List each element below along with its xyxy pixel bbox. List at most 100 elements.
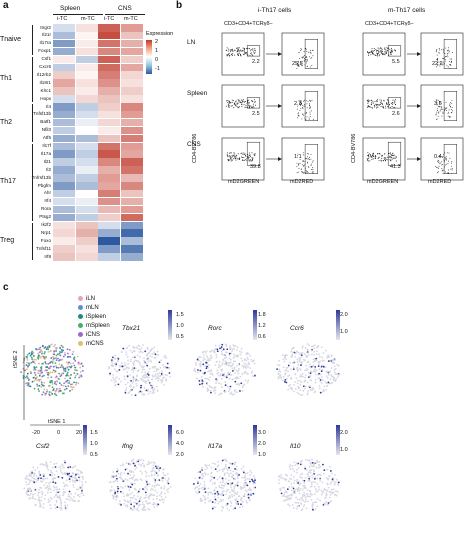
flow-event-dot [230, 51, 232, 53]
tsne-cell-dot [147, 392, 150, 395]
tsne-cell-dot [286, 377, 288, 380]
flow-event-dot [238, 158, 240, 160]
flow-plot-frame [420, 84, 464, 128]
flow-event-dot [366, 159, 368, 161]
tsne-cell-dot [245, 363, 248, 366]
flow-event-dot [439, 162, 441, 164]
heatmap-cell [53, 110, 76, 119]
tsne-cell-dot [145, 389, 148, 392]
tsne-cell-dot [156, 350, 159, 353]
tsne-cell-dot [307, 360, 310, 363]
tsne-cell-dot [225, 467, 228, 470]
tsne-cell-dot [301, 373, 304, 375]
tsne-cell-dot [235, 391, 238, 394]
flow-event-dot [368, 52, 370, 54]
tsne-cell-dot [153, 346, 156, 349]
flow-event-dot [296, 172, 298, 174]
flow-event-dot [439, 101, 440, 102]
tsne-cell-dot [49, 461, 52, 463]
tsne-cell-dot [295, 471, 298, 474]
flow-event-dot [247, 54, 249, 56]
tsne-cell-dot [304, 379, 306, 382]
tsne-cell-dot [69, 356, 72, 358]
tsne-cell-dot [227, 488, 229, 491]
flow-event-dot [240, 99, 242, 101]
tsne-cell-dot [194, 370, 197, 373]
flow-event-dot [372, 52, 374, 54]
tsne-cell-dot [229, 482, 232, 485]
tsne-cell-dot [112, 471, 115, 473]
tsne-cell-dot [41, 492, 44, 494]
tsne-cell-dot [231, 462, 234, 465]
tsne-cell-dot [40, 386, 43, 388]
tsne-cell-dot [197, 471, 200, 474]
flow-arrowhead [278, 104, 282, 108]
expression-colorbar [168, 425, 172, 455]
tsne-cell-dot [208, 464, 210, 467]
tsne-cell-dot [129, 499, 132, 502]
flow-event-dot [441, 49, 442, 51]
flow-event-dot [438, 155, 440, 157]
tsne-cell-dot [241, 497, 243, 500]
tsne-cell-dot [58, 382, 61, 384]
flow-event-dot [310, 106, 312, 108]
flow-event-dot [445, 108, 447, 109]
tsne-cell-dot [279, 370, 282, 373]
m-spleen-gate2: 3.5 [434, 101, 442, 107]
tsne-cell-dot [43, 388, 46, 391]
flow-event-dot [241, 101, 243, 103]
tsne-cell-dot [336, 363, 339, 366]
csf2-tick-1: 1.0 [90, 441, 98, 447]
tsne-cell-dot [234, 389, 236, 392]
tsne-cell-dot [53, 371, 56, 373]
tsne-cell-dot [287, 495, 289, 497]
tsne-cell-dot [336, 491, 339, 493]
tsne-cell-dot [47, 350, 50, 353]
tsne-cell-dot [213, 350, 216, 352]
flow-event-dot [444, 107, 446, 109]
group-label: Th1 [0, 75, 13, 83]
tsne-cell-dot [231, 394, 234, 396]
flow-event-dot [376, 105, 378, 107]
tsne-cell-dot [51, 371, 54, 374]
tsne-cell-dot [211, 387, 213, 389]
tsne-cell-dot [69, 480, 71, 483]
gene-label: Nfil3 [41, 127, 51, 133]
tsne-cell-dot [280, 377, 283, 379]
heatmap-cell [120, 134, 143, 143]
tsne-cell-dot [130, 369, 133, 371]
tsne-cell-dot [327, 381, 330, 384]
tsne-cell-dot [58, 488, 61, 491]
tsne-cell-dot [151, 374, 154, 377]
tsne-cell-dot [155, 497, 158, 500]
tsne-cell-dot [287, 388, 290, 391]
expression-colorbar [253, 310, 257, 340]
tsne-cell-dot [46, 369, 48, 372]
tsne-cell-dot [38, 374, 41, 377]
tsne-cell-dot [321, 356, 324, 359]
heatmap-cell [75, 39, 98, 48]
tsne-cell-dot [166, 366, 169, 369]
tsne-cell-dot [136, 379, 139, 382]
tsne-cell-dot [208, 357, 211, 360]
cluster-color-dot [78, 332, 83, 337]
flow-event-dot [451, 160, 453, 162]
tsne-cell-dot [160, 495, 163, 498]
flow-event-dot [237, 106, 239, 108]
tsne-cell-dot [318, 384, 321, 387]
tsne-cell-dot [79, 371, 82, 373]
tsne-cell-dot [322, 352, 325, 354]
flow-event-dot [388, 152, 390, 154]
heatmap-cell [75, 205, 98, 214]
tsne-cell-dot [325, 503, 327, 505]
tsne-cell-dot [116, 492, 119, 494]
flow-event-dot [444, 171, 446, 173]
tsne-cell-dot [211, 493, 214, 496]
gene-label: Nrp1 [41, 229, 51, 235]
tsne-cell-dot [290, 474, 293, 477]
tsne-cell-dot [28, 385, 31, 387]
tsne-cell-dot [302, 484, 304, 487]
tsne-cell-dot [282, 366, 285, 369]
tsne-cell-dot [76, 494, 79, 497]
flow-event-dot [230, 155, 232, 157]
